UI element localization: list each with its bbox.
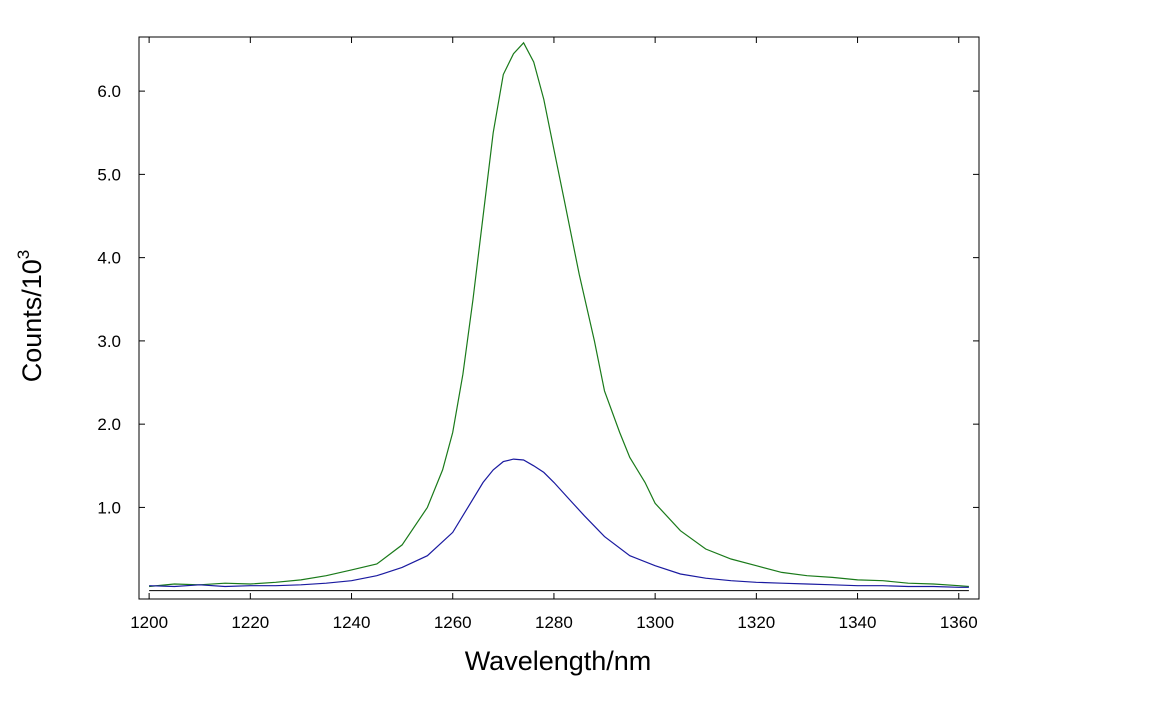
- plot-frame: [138, 36, 980, 600]
- x-tick-label: 1240: [333, 613, 371, 632]
- y-tick-label: 2.0: [97, 415, 121, 434]
- x-tick-label: 1220: [231, 613, 269, 632]
- series-line-2: [149, 458, 969, 588]
- y-axis-title-main: Counts/10: [17, 259, 47, 382]
- x-tick-label: 1320: [737, 613, 775, 632]
- y-tick-label: 3.0: [97, 332, 121, 351]
- y-axis-title-superscript: 3: [14, 250, 33, 259]
- x-tick-label: 1280: [535, 613, 573, 632]
- x-tick-label: 1260: [434, 613, 472, 632]
- y-tick-label: 6.0: [97, 82, 121, 101]
- y-tick-label: 4.0: [97, 249, 121, 268]
- x-tick-label: 1340: [839, 613, 877, 632]
- series-group: [149, 41, 969, 588]
- x-tick-label: 1300: [636, 613, 674, 632]
- y-tick-label: 1.0: [97, 498, 121, 517]
- series-line-1: [149, 41, 969, 588]
- x-tick-label: 1200: [130, 613, 168, 632]
- y-tick-label: 5.0: [97, 165, 121, 184]
- x-axis-title: Wavelength/nm: [465, 646, 652, 676]
- x-tick-label: 1360: [940, 613, 978, 632]
- y-axis-title: Counts/103: [14, 250, 47, 383]
- axis-ticks: 1200 1220 1240 1260 1280 1300 1320 1340 1360 1.0 2…: [97, 37, 979, 632]
